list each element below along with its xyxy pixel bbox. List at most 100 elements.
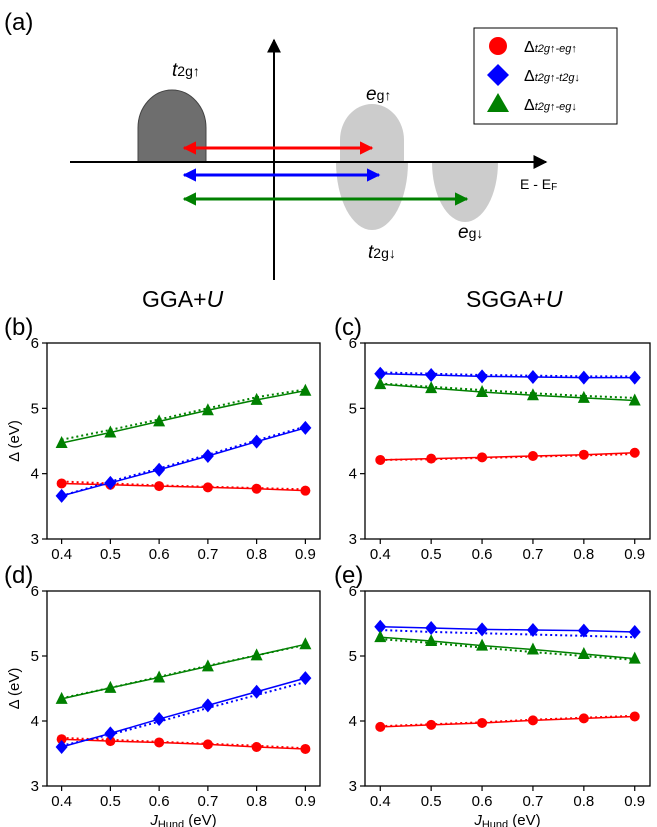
- data-point-diamond: [374, 366, 387, 381]
- y-tick-label: 4: [349, 466, 357, 483]
- series-line-solid: [380, 715, 635, 728]
- plot-frame: [46, 342, 321, 540]
- plot-frame: [46, 590, 321, 787]
- data-point-triangle: [153, 414, 166, 427]
- data-point-circle: [154, 737, 165, 748]
- x-tick-label: 0.4: [51, 546, 72, 563]
- x-axis-label: JHund (eV): [149, 812, 216, 827]
- data-point-triangle: [104, 425, 117, 438]
- x-tick-label: 0.9: [624, 793, 645, 810]
- y-tick-label: 3: [349, 778, 357, 795]
- data-point-circle: [477, 452, 488, 463]
- y-tick-label: 4: [349, 713, 357, 730]
- state-label-eg-up: eg↑: [366, 84, 391, 105]
- y-tick-label: 3: [31, 531, 39, 548]
- column-title-right: SGGA+U: [466, 286, 563, 312]
- data-point-circle: [426, 453, 437, 464]
- data-point-triangle: [55, 691, 68, 704]
- column-title-left: GGA+U: [142, 286, 224, 312]
- series-line-solid: [61, 482, 306, 492]
- data-point-triangle: [476, 638, 489, 651]
- series-line-solid: [380, 372, 635, 379]
- energy-axis-label: E - EF: [520, 176, 557, 193]
- panel-label-e: (e): [334, 562, 363, 589]
- x-tick-label: 0.5: [421, 546, 442, 563]
- eg-up-dos-lobe: [340, 104, 404, 162]
- y-axis-label: Δ (eV): [6, 420, 23, 462]
- data-point-triangle: [153, 670, 166, 683]
- data-point-circle: [629, 711, 640, 722]
- data-point-diamond: [577, 623, 590, 638]
- plot-frame: [364, 590, 651, 787]
- data-point-diamond: [299, 671, 312, 686]
- x-tick-label: 0.4: [370, 546, 391, 563]
- series-line-solid: [380, 626, 635, 633]
- data-point-circle: [477, 717, 488, 728]
- data-point-diamond: [201, 449, 214, 464]
- x-tick-label: 0.9: [295, 546, 316, 563]
- data-point-circle: [202, 739, 213, 750]
- data-point-triangle: [104, 680, 117, 693]
- x-tick-label: 0.8: [246, 793, 267, 810]
- state-label-t2g-up: t2g↑: [172, 60, 200, 81]
- energy-diagram: t2g↑ eg↑ t2g↓ eg↓ E - EF: [70, 38, 557, 280]
- x-tick-label: 0.6: [472, 793, 493, 810]
- state-label-eg-down: eg↓: [458, 222, 483, 243]
- series-line-dotted: [380, 382, 635, 399]
- legend: Δt2g↑-eg↑ Δt2g↑-t2g↓ Δt2g↑-eg↓: [473, 27, 618, 125]
- data-point-diamond: [250, 684, 263, 699]
- series-line-solid: [380, 383, 635, 402]
- series-line-solid: [61, 389, 306, 444]
- eg-down-dos-lobe: [432, 162, 498, 222]
- data-point-triangle: [299, 637, 312, 650]
- x-tick-label: 0.7: [197, 793, 218, 810]
- y-tick-label: 3: [31, 778, 39, 795]
- series-line-dotted: [61, 425, 306, 497]
- data-point-diamond: [628, 370, 641, 385]
- data-point-diamond: [374, 619, 387, 634]
- x-tick-label: 0.9: [624, 546, 645, 563]
- data-point-triangle: [476, 385, 489, 397]
- panel-b-chart: 0.4 0.5 0.6 0.7 0.8 0.9 3 4 5 6 Δ (eV): [6, 335, 321, 563]
- data-point-triangle: [201, 659, 214, 672]
- series-line-solid: [61, 427, 306, 497]
- data-point-diamond: [476, 369, 489, 384]
- x-tick-label: 0.4: [51, 793, 72, 810]
- panel-label-a: (a): [4, 9, 33, 36]
- data-point-triangle: [201, 403, 214, 416]
- y-axis-label: Δ (eV): [6, 668, 23, 710]
- data-point-circle: [426, 719, 437, 730]
- data-point-triangle: [250, 648, 263, 661]
- y-tick-label: 6: [31, 335, 39, 352]
- data-point-triangle: [299, 383, 312, 396]
- x-tick-label: 0.6: [472, 546, 493, 563]
- y-tick-label: 4: [31, 466, 39, 483]
- x-tick-label: 0.8: [573, 793, 594, 810]
- y-tick-label: 3: [349, 531, 357, 548]
- y-tick-label: 6: [31, 583, 39, 600]
- data-point-triangle: [628, 651, 641, 664]
- data-point-circle: [300, 485, 311, 496]
- series-line-dotted: [61, 388, 306, 441]
- legend-label-1: Δt2g↑-t2g↓: [524, 68, 580, 85]
- t2g-down-dos-lobe: [336, 162, 408, 230]
- series-line-solid: [61, 738, 306, 750]
- y-tick-label: 5: [31, 648, 39, 665]
- y-tick-label: 5: [31, 400, 39, 417]
- y-tick-label: 5: [349, 648, 357, 665]
- data-point-triangle: [425, 634, 438, 647]
- series-line-solid: [380, 636, 635, 660]
- data-point-triangle: [250, 392, 263, 405]
- data-point-diamond: [104, 475, 117, 490]
- data-point-triangle: [577, 647, 590, 660]
- data-point-diamond: [153, 712, 166, 727]
- legend-marker-triangle: [487, 93, 509, 112]
- panel-label-d: (d): [4, 562, 33, 589]
- data-point-diamond: [104, 726, 117, 741]
- state-label-t2g-down: t2g↓: [368, 242, 396, 263]
- panel-d-chart: 0.4 0.5 0.6 0.7 0.8 0.9 3 4 5 6 Δ (eV) JHund (eV): [6, 583, 321, 827]
- data-point-diamond: [425, 621, 438, 636]
- x-tick-label: 0.7: [523, 793, 544, 810]
- data-point-diamond: [299, 420, 312, 435]
- data-point-diamond: [425, 368, 438, 383]
